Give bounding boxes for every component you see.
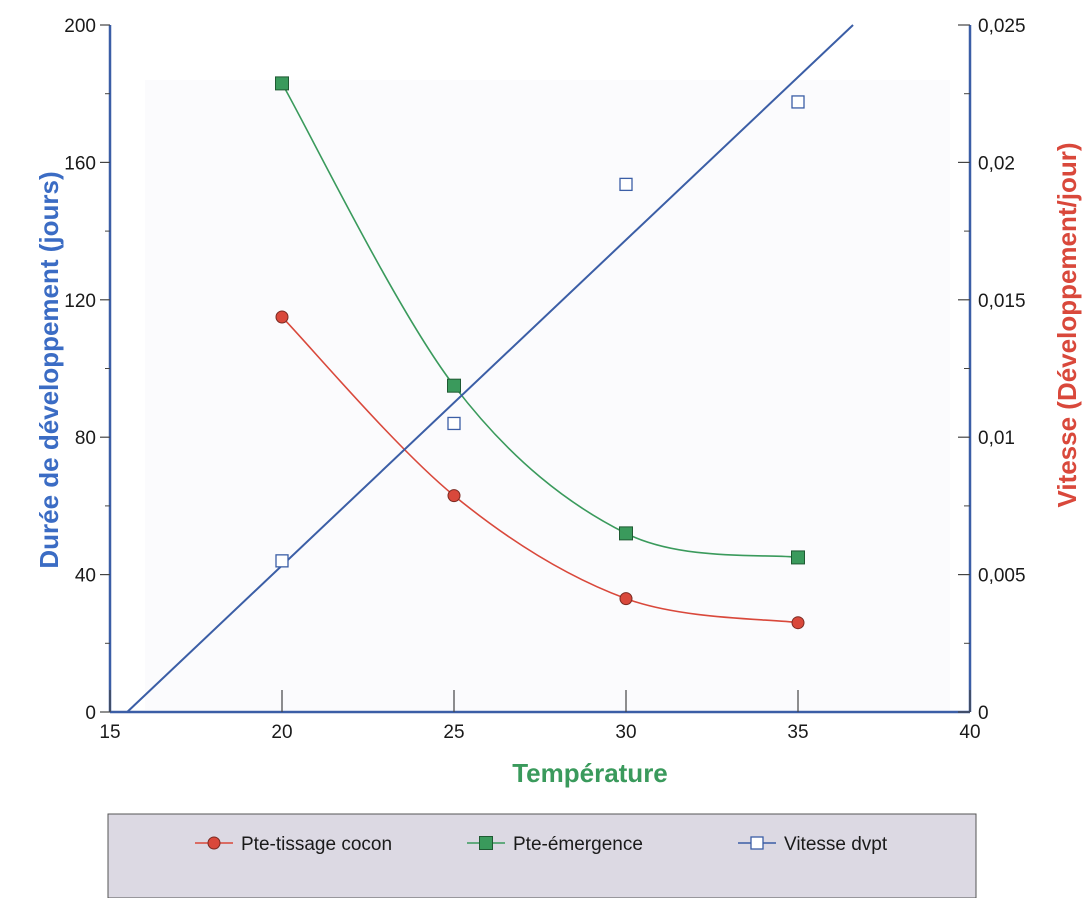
legend-marker <box>750 836 764 850</box>
series-line <box>126 24 854 713</box>
legend-label: Pte-émergence <box>513 834 643 855</box>
legend-marker <box>207 836 221 850</box>
y-left-tick-label: 120 <box>64 291 96 312</box>
data-point <box>619 177 633 192</box>
y-left-tick-label: 80 <box>75 428 96 449</box>
plot-background <box>145 80 950 710</box>
data-point <box>791 550 805 565</box>
y-right-tick-label: 0,02 <box>978 153 1015 174</box>
x-axis-title: Température <box>512 758 668 788</box>
data-point <box>447 416 461 431</box>
series-1 <box>275 76 805 565</box>
y-left-axis-title: Durée de développement (jours) <box>34 171 64 568</box>
legend-item-2: Vitesse dvpt <box>738 834 888 855</box>
series-line <box>281 316 799 624</box>
data-point <box>791 616 805 630</box>
legend-item-1: Pte-émergence <box>467 834 643 855</box>
data-point <box>791 95 805 109</box>
y-left-tick-label: 200 <box>64 16 96 37</box>
data-point <box>275 310 289 324</box>
x-tick-label: 25 <box>443 722 464 743</box>
y-right-tick-label: 0,01 <box>978 428 1015 449</box>
legend-item-0: Pte-tissage cocon <box>195 834 392 855</box>
y-left-tick-label: 160 <box>64 153 96 174</box>
x-tick-label: 30 <box>615 722 636 743</box>
legend-items: Pte-tissage cocon Pte-émergence Vitesse dv… <box>195 834 888 855</box>
x-tick-label: 20 <box>271 722 292 743</box>
y-right-tick-label: 0,015 <box>978 291 1026 312</box>
legend-label: Vitesse dvpt <box>784 834 888 855</box>
y-right-axis-title: Vitesse (Développement/jour) <box>1052 142 1082 507</box>
y-right-tick-label: 0,025 <box>978 16 1026 37</box>
legend-box <box>107 813 977 898</box>
legend-label: Pte-tissage cocon <box>241 834 392 855</box>
y-right-tick-label: 0 <box>978 703 989 724</box>
y-left-tick-label: 40 <box>75 566 96 587</box>
x-tick-label: 15 <box>99 722 120 743</box>
series-line <box>281 82 799 559</box>
x-tick-label: 40 <box>959 722 980 743</box>
series-layer <box>126 24 854 713</box>
y-left-tick-label: 0 <box>85 703 96 724</box>
x-tick-label: 35 <box>787 722 808 743</box>
data-point <box>275 76 289 91</box>
data-point <box>275 554 289 568</box>
labels-layer: 15 20 25 30 35 400408012016020000,0050,010,01… <box>64 16 1025 743</box>
y-right-tick-label: 0,005 <box>978 566 1026 587</box>
series-2 <box>126 24 854 713</box>
legend-marker <box>479 836 493 850</box>
data-point <box>619 592 633 606</box>
data-point <box>447 489 461 503</box>
series-0 <box>275 310 805 630</box>
data-point <box>447 378 461 393</box>
data-point <box>619 526 633 541</box>
axes <box>100 24 972 714</box>
legend: Pte-tissage cocon Pte-émergence Vitesse dv… <box>107 813 977 898</box>
